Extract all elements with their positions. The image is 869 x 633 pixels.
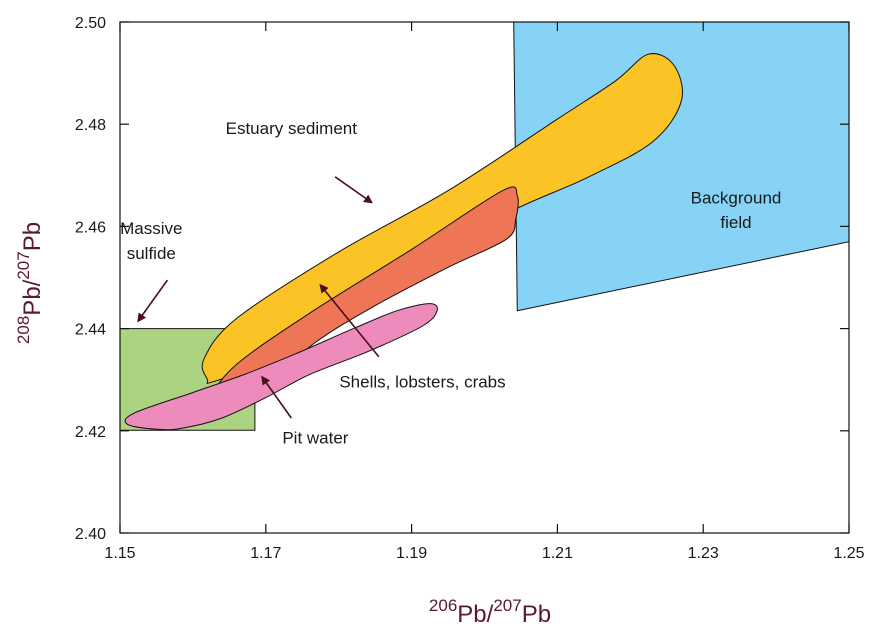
ticks-layer: 1.15 1.17 1.19 1.21 1.23 1.25 2.40 2.42 2.44 2.46…	[75, 15, 865, 562]
x-axis-title-sup1: 206	[429, 596, 457, 615]
x-axis-title-base1: Pb/	[457, 601, 493, 628]
pit-water-label: Pit water	[282, 429, 348, 448]
y-axis-title-base2: Pb	[19, 222, 46, 251]
y-axis-title-base1: Pb/	[19, 279, 46, 315]
fields-layer	[120, 22, 849, 431]
y-axis-title: 208Pb/207Pb	[14, 222, 46, 344]
massive-sulfide-label-line: Massive	[120, 219, 182, 238]
x-axis-title-sup2: 207	[493, 596, 521, 615]
background-label: Background field	[691, 188, 782, 232]
x-tick-label: 1.23	[688, 545, 719, 562]
background-label-line: field	[720, 213, 751, 232]
y-tick-label: 2.40	[75, 526, 106, 543]
y-tick-label: 2.42	[75, 424, 106, 441]
estuary-label-line: Estuary sediment	[226, 119, 358, 138]
x-axis-title: 206Pb/207Pb	[429, 596, 551, 628]
background-label-line: Background	[691, 188, 782, 207]
shells-label-line: Shells, lobsters, crabs	[339, 372, 505, 391]
x-tick-label: 1.19	[396, 545, 427, 562]
plot-frame	[119, 21, 850, 534]
x-tick-label: 1.17	[250, 545, 281, 562]
x-tick-label: 1.21	[542, 545, 573, 562]
massive-sulfide-arrow	[137, 279, 169, 323]
annotations-layer: Estuary sediment Shells, lobsters, crabs P…	[120, 119, 781, 448]
y-tick-label: 2.46	[75, 219, 106, 236]
estuary-arrow	[334, 176, 373, 204]
massive-sulfide-label: Massive sulfide	[120, 219, 182, 263]
x-tick-label: 1.25	[833, 545, 864, 562]
y-axis-title-sup2: 207	[14, 251, 33, 279]
y-tick-label: 2.48	[75, 117, 106, 134]
y-tick-label: 2.50	[75, 15, 106, 32]
y-tick-label: 2.44	[75, 322, 106, 339]
shells-arrow	[319, 283, 380, 358]
pit-water-field	[124, 303, 438, 431]
pit-water-label-line: Pit water	[282, 429, 348, 448]
x-tick-label: 1.15	[104, 545, 135, 562]
estuary-label: Estuary sediment	[226, 119, 358, 138]
y-axis-title-sup1: 208	[14, 316, 33, 344]
massive-sulfide-label-line: sulfide	[127, 244, 176, 263]
pit-water-arrow	[261, 375, 292, 419]
shells-label: Shells, lobsters, crabs	[339, 372, 505, 391]
x-axis-title-base2: Pb	[522, 601, 551, 628]
